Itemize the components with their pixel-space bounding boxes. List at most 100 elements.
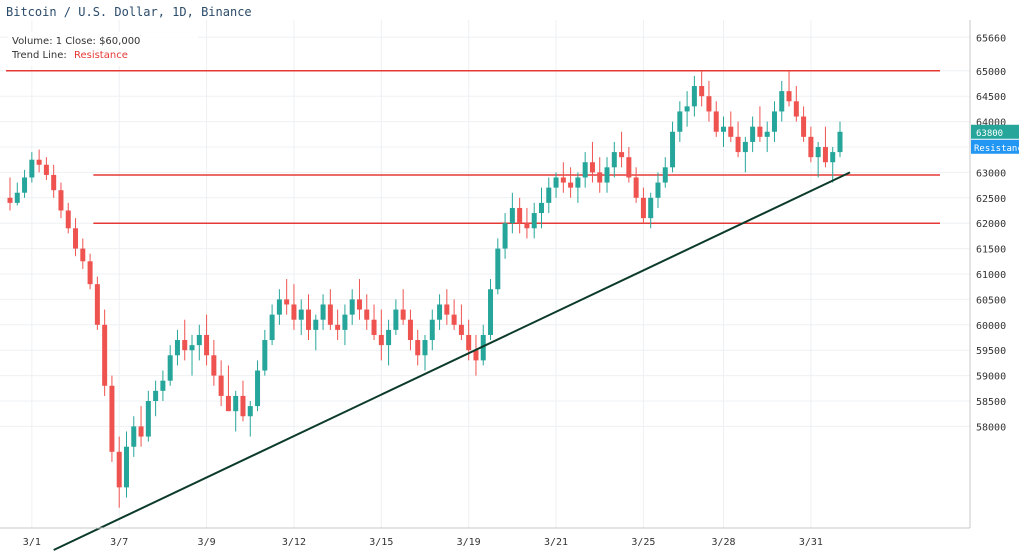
candle-18 [138,406,144,447]
candle-5 [43,157,49,181]
time-axis[interactable]: 3/1 3/7 3/9 3/12 3/15 3/19 3/21 3/25 3/28 3/31 [23,537,823,548]
candle-15 [116,436,122,508]
candle-body-68 [502,223,508,249]
y-tick-label-15: 58000 [976,422,1006,433]
candle-body-80 [589,162,595,173]
candle-body-96 [706,96,712,112]
candle-body-20 [153,390,159,401]
candle-41 [306,294,312,341]
candle-body-106 [779,91,785,112]
candle-59 [437,294,443,330]
legend-line-1: Volume: 1 Close: $60,000 [12,36,140,47]
candle-body-102 [750,126,756,142]
candle-51 [378,309,384,361]
candle-body-71 [524,223,530,229]
candle-body-26 [196,334,202,346]
candle-64 [473,334,479,376]
candle-body-84 [619,152,625,158]
candle-71 [524,207,530,239]
y-tick-label-2: 64500 [976,92,1006,103]
candle-body-38 [284,299,290,305]
candle-body-81 [597,172,603,183]
candle-body-112 [822,147,828,163]
candle-26 [196,324,202,361]
y-tick-label-11: 60000 [976,321,1006,332]
price-tags: 63800 Resistance [971,124,1024,154]
candle-37 [276,289,282,325]
candle-23 [174,329,180,366]
candle-76 [560,162,566,193]
candle-body-98 [721,126,727,132]
candle-62 [458,304,464,341]
candle-body-12 [94,284,100,325]
candle-14 [109,375,115,462]
candle-8 [65,202,71,234]
candle-body-56 [415,340,421,356]
candle-77 [568,167,574,198]
candle-28 [211,340,217,386]
candle-47 [349,289,355,325]
candle-body-21 [160,380,166,391]
candle-33 [247,401,253,437]
candle-body-27 [204,334,210,356]
candle-body-10 [80,248,86,262]
candle-35 [262,329,268,376]
candle-106 [779,80,785,122]
y-tick-label-7: 62000 [976,219,1006,230]
candle-24 [182,319,188,361]
candle-body-63 [466,334,472,351]
candle-65 [480,324,486,366]
candle-body-46 [342,314,348,330]
candle-55 [407,309,413,351]
candle-body-8 [65,210,71,229]
candle-110 [808,126,814,163]
candle-53 [393,299,399,335]
candle-body-29 [218,375,224,396]
y-tick-label-13: 59000 [976,372,1006,383]
candle-21 [160,370,166,401]
candle-91 [670,121,676,173]
candle-45 [335,309,341,341]
candle-60 [444,289,450,325]
horizontal-lines[interactable] [6,70,940,224]
candle-body-17 [131,426,137,447]
candle-body-48 [356,299,362,310]
candle-body-67 [495,248,501,290]
candle-body-33 [247,406,253,417]
candle-body-94 [691,86,697,107]
last-price-label: 63800 [976,129,1003,139]
candle-body-24 [182,340,188,351]
candle-17 [131,416,137,457]
candle-89 [655,172,661,208]
candle-87 [640,187,646,224]
candle-82 [604,157,610,193]
x-tick-label-9: 3/31 [799,537,823,548]
candle-95 [699,70,705,107]
candle-29 [218,360,224,407]
candle-111 [815,141,821,178]
candle-body-57 [422,340,428,356]
price-axis[interactable]: 6566065000645006400063500630006250062000… [976,33,1006,433]
candle-body-14 [109,385,115,452]
x-tick-label-3: 3/12 [282,537,306,548]
candle-body-5 [43,164,49,175]
candle-16 [123,431,129,498]
candle-50 [371,304,377,341]
candle-body-30 [225,395,231,412]
candle-body-113 [830,152,836,163]
candle-body-97 [713,111,719,132]
candle-body-54 [400,309,406,320]
trend-line-group[interactable] [53,171,851,551]
candle-body-36 [269,314,275,341]
y-tick-label-9: 61000 [976,270,1006,281]
candle-body-34 [255,370,261,407]
resistance-tag-label: Resistance [974,144,1024,154]
candle-39 [291,284,297,330]
candle-body-23 [174,340,180,356]
candle-body-101 [742,141,748,153]
candle-body-41 [306,309,312,330]
candle-body-7 [58,190,64,211]
candle-body-45 [335,324,341,330]
candle-body-43 [320,304,326,320]
candle-body-28 [211,355,217,376]
